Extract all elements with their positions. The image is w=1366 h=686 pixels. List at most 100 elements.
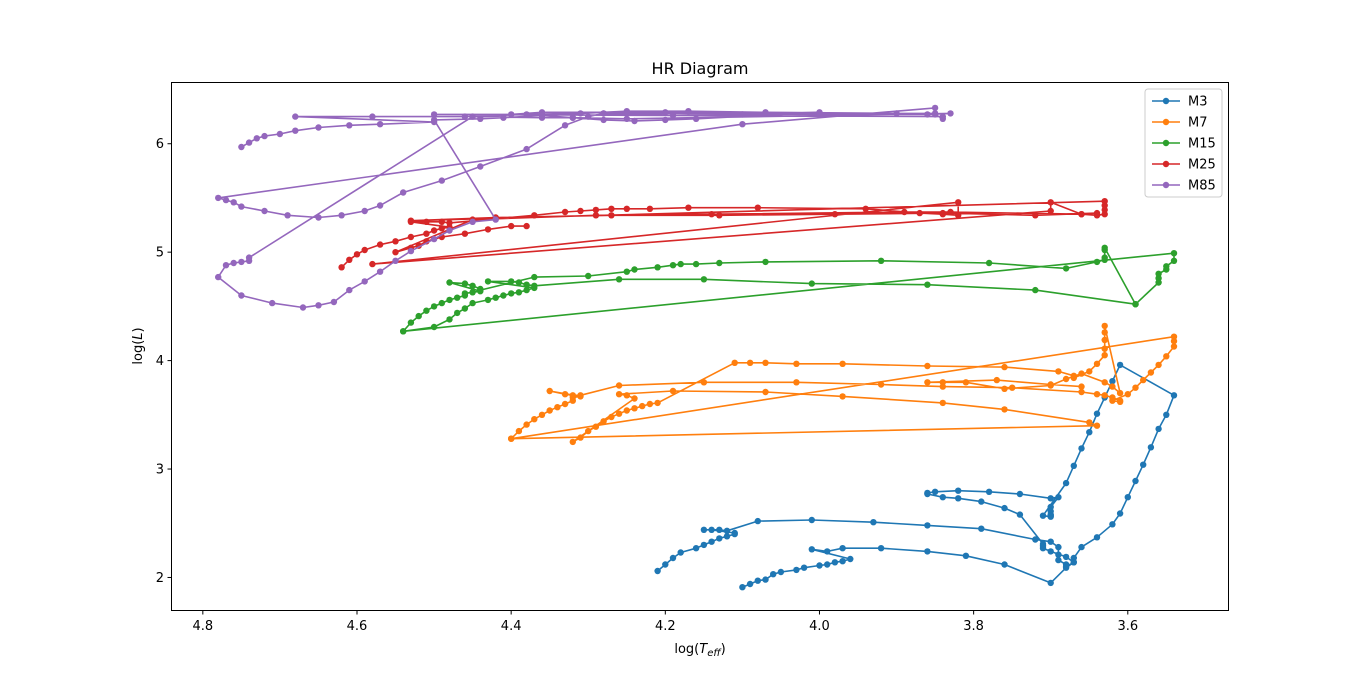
- data-point-m85: [523, 111, 530, 118]
- data-point-m25: [376, 241, 384, 248]
- data-point-m15: [477, 286, 484, 294]
- data-point-m7: [1101, 329, 1108, 336]
- data-point-m25: [623, 205, 630, 212]
- data-point-m85: [600, 110, 607, 117]
- data-point-m7: [1132, 384, 1139, 391]
- plot-area: [171, 82, 1229, 611]
- data-point-m25: [916, 209, 923, 217]
- data-point-m7: [1001, 363, 1008, 371]
- data-point-m85: [315, 214, 322, 221]
- data-point-m3: [739, 584, 746, 591]
- series-m85: [215, 104, 954, 311]
- data-point-m3: [1093, 534, 1101, 541]
- data-point-m7: [546, 387, 553, 395]
- data-point-m85: [238, 203, 245, 210]
- data-point-m25: [1047, 207, 1054, 215]
- data-point-m3: [1047, 579, 1054, 587]
- data-point-m15: [508, 278, 515, 285]
- data-point-m85: [692, 115, 700, 123]
- data-point-m85: [931, 111, 939, 118]
- data-point-m7: [1093, 360, 1101, 367]
- data-point-m25: [862, 205, 869, 212]
- data-point-m7: [731, 359, 738, 366]
- data-point-m15: [615, 276, 623, 283]
- chart-title: HR Diagram: [652, 59, 749, 78]
- data-point-m85: [222, 262, 230, 269]
- data-point-m7: [608, 413, 615, 421]
- data-point-m85: [577, 110, 584, 117]
- data-point-m85: [245, 257, 253, 264]
- data-point-m15: [446, 279, 453, 286]
- data-point-m15: [515, 279, 523, 286]
- data-point-m3: [777, 568, 785, 576]
- data-point-m15: [1093, 258, 1101, 266]
- data-point-m7: [1109, 383, 1116, 390]
- data-point-m15: [1163, 263, 1170, 270]
- data-point-m7: [1093, 422, 1101, 429]
- data-point-m7: [615, 382, 623, 389]
- data-point-m3: [1163, 411, 1170, 418]
- y-tick-label: 4: [156, 354, 164, 369]
- data-point-m7: [615, 391, 623, 398]
- data-point-m85: [261, 132, 268, 140]
- data-point-m3: [824, 548, 831, 555]
- data-point-m3: [955, 487, 962, 494]
- data-point-m3: [762, 576, 769, 583]
- data-point-m85: [461, 113, 469, 120]
- data-point-m85: [816, 109, 823, 116]
- series-m7: [508, 322, 1178, 446]
- data-point-m15: [423, 307, 430, 314]
- data-point-m3: [1062, 564, 1070, 571]
- data-point-m7: [600, 418, 607, 425]
- data-point-m3: [800, 564, 808, 571]
- data-point-m7: [1055, 368, 1062, 375]
- data-point-m85: [538, 112, 546, 119]
- data-point-m15: [500, 292, 507, 299]
- y-tick-label: 3: [156, 463, 164, 478]
- data-point-m7: [1062, 375, 1070, 383]
- data-point-m3: [1140, 461, 1147, 468]
- data-point-m7: [793, 379, 800, 386]
- data-point-m85: [215, 194, 222, 202]
- data-point-m25: [392, 238, 399, 245]
- data-point-m7: [577, 434, 584, 441]
- data-point-m7: [924, 362, 931, 370]
- data-point-m25: [708, 211, 715, 218]
- data-point-m3: [1055, 556, 1062, 564]
- data-point-m7: [762, 359, 769, 366]
- data-point-m7: [1101, 352, 1108, 359]
- data-point-m85: [446, 227, 453, 234]
- data-point-m25: [592, 212, 600, 219]
- data-point-m25: [955, 199, 962, 206]
- data-point-m85: [284, 212, 291, 219]
- data-point-m7: [1140, 376, 1147, 384]
- data-point-m25: [901, 208, 908, 216]
- data-point-m3: [1170, 392, 1178, 399]
- data-point-m3: [924, 548, 931, 555]
- data-point-m7: [654, 399, 661, 407]
- data-point-m25: [361, 246, 368, 254]
- x-tick-label: 3.6: [1117, 619, 1138, 634]
- data-point-m15: [669, 262, 677, 269]
- data-point-m15: [1062, 265, 1070, 272]
- data-point-m15: [1155, 270, 1162, 277]
- data-point-m3: [716, 535, 723, 542]
- data-point-m3: [816, 562, 823, 569]
- data-point-m25: [353, 251, 361, 258]
- data-point-m15: [762, 258, 769, 266]
- data-point-m15: [1101, 244, 1108, 251]
- data-point-m7: [623, 392, 630, 399]
- data-point-m7: [762, 388, 769, 396]
- data-point-m85: [623, 108, 630, 115]
- data-point-m3: [723, 533, 731, 540]
- data-point-m3: [870, 519, 877, 526]
- data-point-m85: [739, 121, 746, 128]
- data-point-m7: [592, 423, 600, 430]
- data-point-m15: [515, 289, 523, 296]
- data-point-m3: [1016, 511, 1024, 518]
- data-point-m7: [877, 381, 885, 388]
- data-point-m25: [1101, 206, 1108, 214]
- data-point-m3: [692, 545, 700, 552]
- data-point-m25: [754, 204, 761, 211]
- data-point-m25: [430, 227, 438, 234]
